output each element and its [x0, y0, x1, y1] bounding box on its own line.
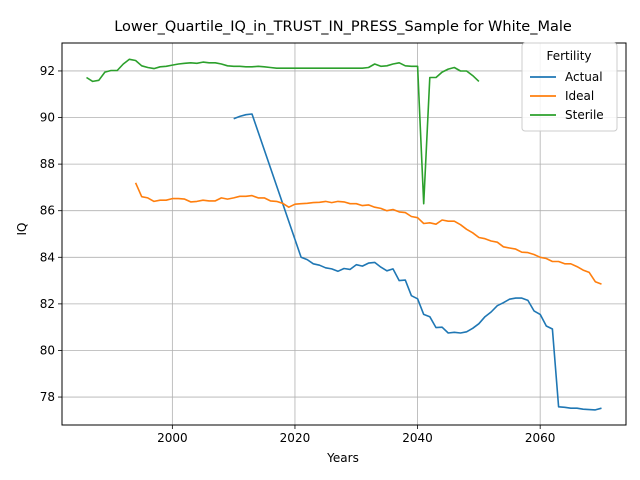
chart-title: Lower_Quartile_IQ_in_TRUST_IN_PRESS_Samp… [114, 19, 572, 35]
series-line-actual [233, 113, 602, 411]
plot-frame [61, 42, 627, 426]
series-line-sterile [86, 58, 480, 205]
y-tick-label: 78 [40, 390, 55, 404]
x-tick-label: 2060 [525, 431, 556, 445]
legend-box [521, 42, 618, 132]
x-tick-label: 2040 [402, 431, 433, 445]
legend-title: Fertility [546, 49, 591, 63]
legend-label-sterile: Sterile [565, 108, 604, 122]
legend-items: Actual Ideal Sterile [530, 70, 604, 122]
y-axis-label: IQ [15, 223, 29, 236]
y-tick-label: 92 [40, 64, 55, 78]
y-tick-label: 88 [40, 157, 55, 171]
legend-label-ideal: Ideal [565, 89, 594, 103]
y-tick-label: 86 [40, 204, 55, 218]
y-tick-label: 84 [40, 250, 55, 264]
legend-label-actual: Actual [565, 70, 603, 84]
series-line-ideal [134, 182, 602, 285]
x-tick-label: 2000 [157, 431, 188, 445]
grid [62, 43, 626, 425]
x-axis-label: Years [326, 451, 359, 465]
x-tick-label: 2020 [280, 431, 311, 445]
series-lines [86, 58, 602, 411]
y-tick-label: 82 [40, 297, 55, 311]
legend: Fertility Actual Ideal Sterile [521, 42, 618, 132]
axis-ticks: 2000 2020 2040 2060 78 80 82 84 86 88 90 92 [40, 64, 556, 445]
y-tick-label: 90 [40, 111, 55, 125]
y-tick-label: 80 [40, 343, 55, 357]
